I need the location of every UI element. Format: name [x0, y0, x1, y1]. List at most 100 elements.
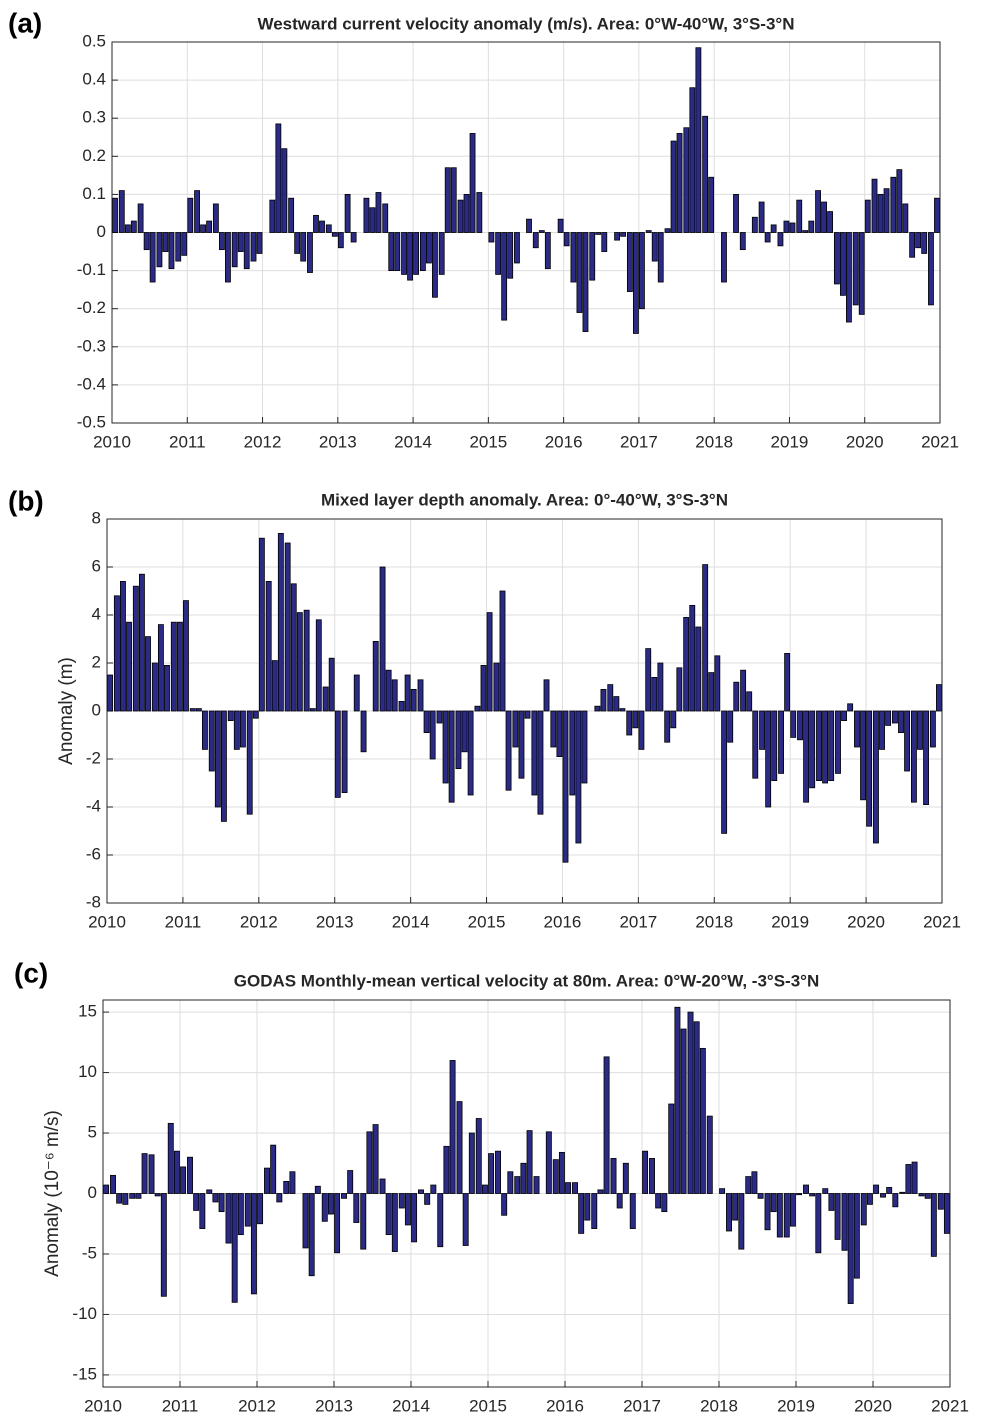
- bar: [556, 710, 563, 757]
- bar: [366, 1131, 373, 1194]
- bar: [732, 1193, 739, 1221]
- bar: [607, 684, 614, 712]
- y-tick-label: -4: [86, 796, 101, 815]
- bar: [619, 708, 626, 712]
- bar: [943, 1193, 950, 1234]
- bar: [661, 1193, 668, 1213]
- bar: [815, 190, 821, 233]
- bar: [822, 1188, 829, 1194]
- bar: [423, 710, 430, 734]
- bar: [923, 710, 929, 805]
- bar: [910, 710, 917, 803]
- y-axis-label: Anomaly (m): [56, 657, 77, 765]
- bar: [520, 1162, 527, 1194]
- bar: [721, 232, 727, 283]
- bar: [936, 684, 942, 712]
- bar: [160, 1193, 167, 1297]
- bar: [417, 679, 424, 712]
- bar: [683, 617, 690, 712]
- bar: [225, 1193, 232, 1244]
- bar: [930, 1193, 937, 1257]
- x-tick-label: 2019: [777, 1396, 815, 1415]
- bar: [570, 232, 577, 283]
- bar: [436, 710, 443, 724]
- bar: [591, 1193, 598, 1229]
- bar: [302, 1193, 309, 1249]
- x-tick-label: 2021: [921, 432, 959, 451]
- bar: [557, 218, 564, 233]
- bar: [905, 1164, 912, 1194]
- bar: [880, 1193, 886, 1198]
- bar: [839, 232, 846, 296]
- bar: [928, 232, 934, 306]
- bar: [676, 133, 683, 233]
- chart-title: Mixed layer depth anomaly. Area: 0°-40°W…: [321, 490, 728, 509]
- x-tick-label: 2010: [93, 432, 131, 451]
- x-tick-label: 2020: [846, 432, 884, 451]
- bar: [501, 232, 508, 321]
- bar: [353, 674, 360, 712]
- bar: [231, 232, 238, 268]
- bar: [363, 197, 370, 233]
- bar: [803, 1184, 809, 1194]
- y-tick-label: -10: [72, 1304, 97, 1323]
- bar: [250, 1193, 257, 1295]
- bar: [237, 1193, 244, 1236]
- bar: [655, 1193, 662, 1209]
- bar: [629, 1193, 636, 1229]
- bar: [797, 710, 803, 741]
- bar: [645, 648, 652, 712]
- bar: [616, 1193, 623, 1209]
- bar: [765, 710, 772, 808]
- bar: [815, 1193, 822, 1254]
- bar: [341, 1193, 347, 1199]
- bar: [419, 232, 426, 271]
- bar: [739, 232, 746, 251]
- bar: [550, 710, 557, 748]
- bar: [467, 710, 474, 796]
- bar: [401, 232, 407, 275]
- panel-label: (b): [8, 485, 44, 516]
- x-tick-label: 2013: [315, 1396, 353, 1415]
- bar: [493, 662, 500, 712]
- bar: [543, 679, 550, 712]
- bar: [296, 612, 303, 712]
- bar: [689, 87, 696, 233]
- bar: [657, 662, 664, 712]
- bar: [852, 232, 859, 306]
- bar: [457, 199, 464, 233]
- bar: [438, 232, 445, 275]
- bar: [833, 232, 840, 285]
- bar: [281, 148, 288, 233]
- bar: [116, 1193, 123, 1204]
- x-tick-label: 2019: [771, 432, 809, 451]
- x-tick-label: 2015: [468, 912, 506, 931]
- bar: [309, 708, 316, 712]
- bar: [388, 232, 395, 271]
- y-tick-label: 4: [92, 604, 101, 623]
- y-tick-label: 15: [78, 1002, 97, 1021]
- bar: [212, 1193, 219, 1203]
- bar: [151, 662, 158, 712]
- bar: [488, 232, 495, 243]
- bar: [904, 710, 911, 772]
- bar: [122, 1193, 129, 1205]
- bar: [886, 1187, 893, 1194]
- bar: [578, 1193, 585, 1234]
- bar: [757, 1193, 764, 1199]
- bar: [664, 228, 671, 233]
- panel-label: (a): [8, 7, 42, 38]
- bar: [505, 710, 512, 791]
- bar: [796, 1193, 803, 1196]
- bar: [212, 203, 219, 233]
- bar: [790, 710, 797, 738]
- bar: [674, 1006, 681, 1194]
- x-tick-label: 2018: [700, 1396, 738, 1415]
- bar: [103, 1184, 110, 1194]
- bar: [746, 691, 753, 712]
- x-tick-label: 2017: [619, 912, 657, 931]
- bar: [733, 193, 739, 233]
- bar: [873, 1184, 880, 1194]
- y-tick-label: 0: [88, 1183, 97, 1202]
- bar: [899, 1191, 906, 1194]
